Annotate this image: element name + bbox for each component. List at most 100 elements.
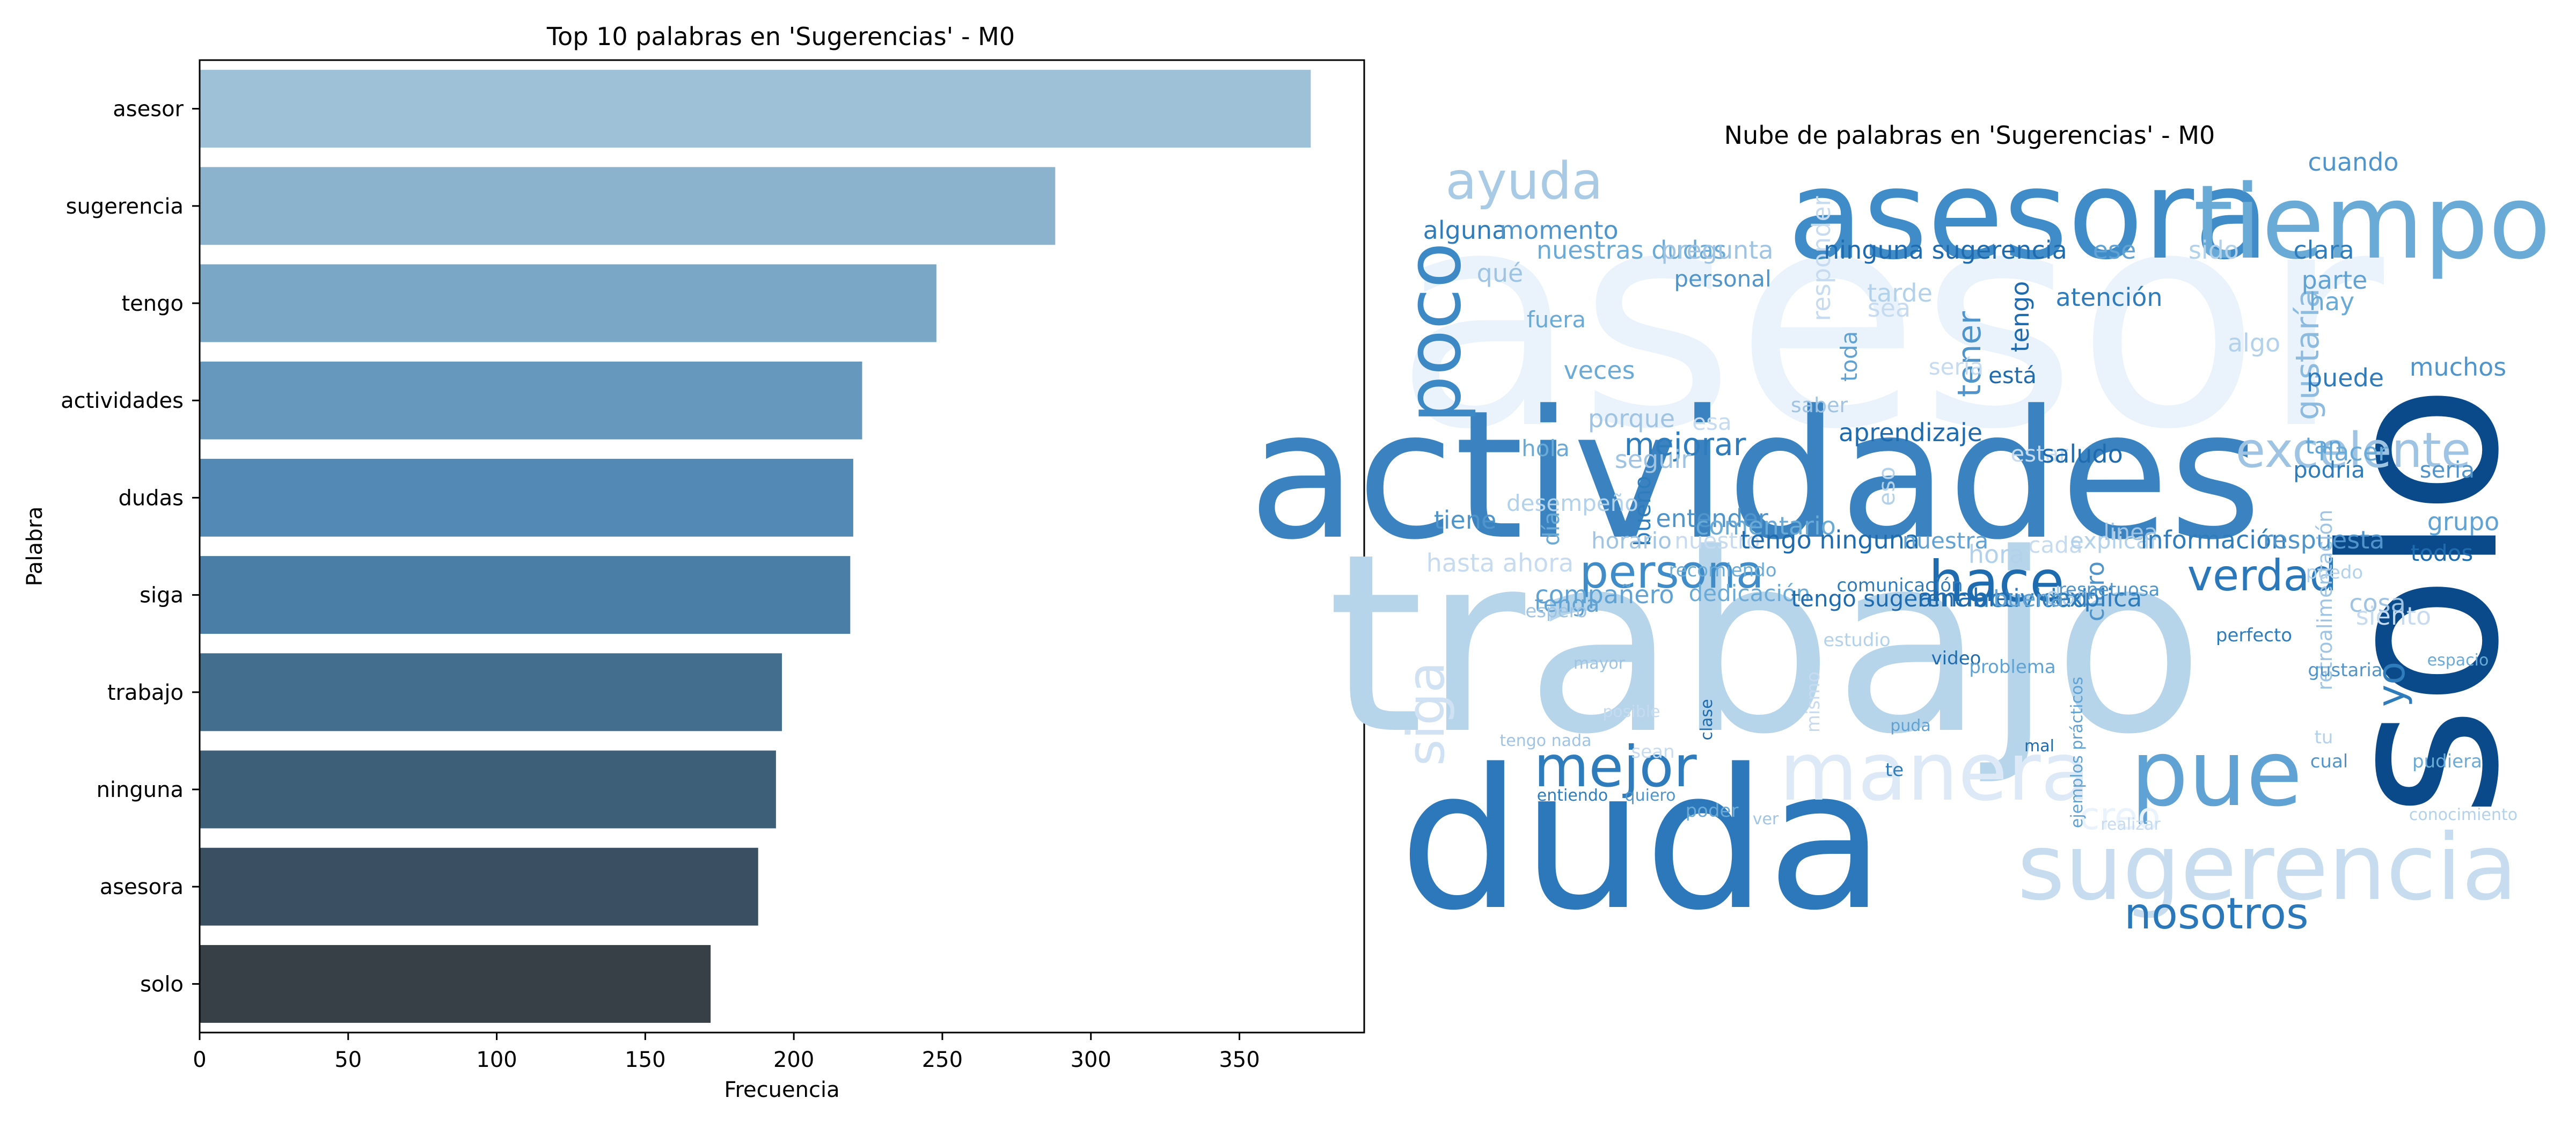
word-información: información: [2141, 525, 2287, 554]
word-dar: dar: [2046, 582, 2087, 611]
word-ayuda: ayuda: [1445, 152, 1602, 211]
word-estudio: estudio: [1823, 630, 1890, 651]
y-tick-label: sugerencia: [66, 194, 184, 219]
word-qué: qué: [1477, 259, 1524, 288]
bar-solo: [200, 945, 711, 1023]
bar-tengo: [200, 264, 936, 342]
word-saber: saber: [1791, 393, 1848, 417]
word-tengo-sugerencia: tengo sugerencia: [1791, 586, 1987, 612]
word-yo: yo: [2369, 662, 2413, 707]
word-puedo: puedo: [2306, 562, 2363, 583]
word-sea: sea: [1868, 294, 1911, 323]
word-tenga: tenga: [1534, 591, 1599, 617]
word-personal: personal: [1674, 266, 1771, 292]
word-hola: hola: [1521, 435, 1570, 462]
word-clara: clara: [2293, 236, 2354, 265]
word-comentario: comentario: [1695, 511, 1836, 540]
word-tener: tener: [1951, 311, 1988, 397]
word-estar: estar: [2010, 441, 2068, 467]
word-esa: esa: [1692, 409, 1731, 435]
word-eso: eso: [1874, 466, 1900, 506]
x-tick-label: 150: [625, 1048, 665, 1072]
word-nuestro: nuestro: [1674, 528, 1760, 554]
word-realizar: realizar: [2101, 815, 2161, 834]
word-perfecto: perfecto: [2216, 625, 2292, 646]
word-problema: problema: [1969, 656, 2056, 678]
word-quiero: quiero: [1625, 786, 1676, 805]
y-tick-label: trabajo: [107, 680, 184, 705]
word-siga: siga: [1397, 662, 1456, 766]
word-creo: creo: [2079, 794, 2161, 838]
y-tick-label: asesora: [100, 875, 184, 899]
y-tick-label: tengo: [121, 291, 184, 316]
word-tan: tan: [2306, 433, 2343, 459]
word-muchos: muchos: [2410, 353, 2507, 382]
word-cada: cada: [2028, 532, 2082, 558]
word-tiempo: tiempo: [2193, 163, 2551, 282]
word-sería: sería: [1929, 354, 1984, 380]
word-grupo: grupo: [2427, 507, 2500, 536]
word-espero: espero: [1525, 601, 1587, 622]
word-clase: clase: [1697, 699, 1716, 740]
word-poco: poco: [1391, 242, 1478, 423]
word-entender: entender: [1656, 504, 1768, 533]
word-tengo-ninguna: tengo ninguna: [1740, 525, 1920, 554]
word-explicar: explicar: [2070, 528, 2160, 554]
word-mejor: mejor: [1534, 734, 1697, 800]
word-dedicación: dedicación: [1689, 580, 1811, 606]
word-trabajo: trabajo: [1327, 501, 2204, 788]
x-axis-label: Frecuencia: [724, 1078, 839, 1102]
bar-chart: Top 10 palabras en 'Sugerencias' - M0 as…: [23, 22, 1365, 1102]
word-ninguna-sugerencia: ninguna sugerencia: [1824, 236, 2067, 265]
word-verdad: verdad: [2187, 551, 2337, 601]
word-aprendizaje: aprendizaje: [1839, 418, 1982, 447]
y-tick-label: dudas: [119, 486, 184, 510]
word-pregunta: pregunta: [1661, 236, 1773, 265]
word-pudiera: pudiera: [2412, 751, 2482, 772]
word-espacio: espacio: [2427, 651, 2489, 670]
word-atención: atención: [2055, 283, 2162, 312]
x-tick-label: 100: [476, 1048, 517, 1072]
word-puda: puda: [1890, 716, 1930, 735]
word-actividades: actividades: [1248, 372, 2262, 579]
word-está: está: [1988, 362, 2037, 389]
x-tick-label: 350: [1219, 1048, 1260, 1072]
plot-frame: [199, 59, 1365, 1034]
word-mal: mal: [2024, 737, 2054, 756]
word-conocimiento: conocimiento: [2409, 806, 2518, 824]
y-axis-label: Palabra: [23, 507, 47, 587]
word-poder: poder: [1686, 800, 1739, 822]
x-tick-label: 200: [773, 1048, 814, 1072]
word-linea: linea: [2103, 519, 2158, 545]
word-asesor: asesor: [1394, 145, 2387, 495]
y-tick-label: siga: [140, 583, 184, 608]
word-gustaría: gustaría: [2289, 288, 2326, 420]
word-tu: tu: [2315, 727, 2333, 748]
word-parte: parte: [2302, 266, 2368, 295]
word-nuestra: nuestra: [1902, 528, 1988, 554]
word-algo: algo: [2228, 328, 2280, 357]
word-nuestras-dudas: nuestras dudas: [1536, 236, 1726, 265]
word-mejorar: mejorar: [1624, 426, 1746, 463]
word-responder: responder: [1807, 196, 1836, 321]
word-hacer: hacer: [2318, 437, 2388, 466]
y-tick-label: actividades: [61, 389, 184, 413]
word-ver: ver: [1753, 810, 1779, 829]
y-tick-label: solo: [140, 972, 184, 997]
word-día: día: [1538, 511, 1564, 546]
word-te: te: [1885, 759, 1904, 781]
word-siento: siento: [2356, 602, 2431, 631]
word-porque: porque: [1588, 404, 1675, 433]
word-retroalimentación: retroalimentación: [2313, 510, 2337, 691]
word-hora: hora: [1968, 540, 2024, 569]
word-pue: pue: [2131, 721, 2302, 827]
word-respuesta: respuesta: [2263, 525, 2384, 554]
word-cloud: Nube de palabras en 'Sugerencias' - M0 a…: [1248, 121, 2551, 953]
word-saludo: saludo: [2041, 440, 2123, 469]
word-persona: persona: [1579, 546, 1763, 599]
word-momento: momento: [1499, 216, 1618, 245]
y-tick-label: asesor: [113, 97, 184, 122]
bar-marks: [200, 70, 1311, 1023]
word-desempeño: desempeño: [1506, 490, 1638, 516]
